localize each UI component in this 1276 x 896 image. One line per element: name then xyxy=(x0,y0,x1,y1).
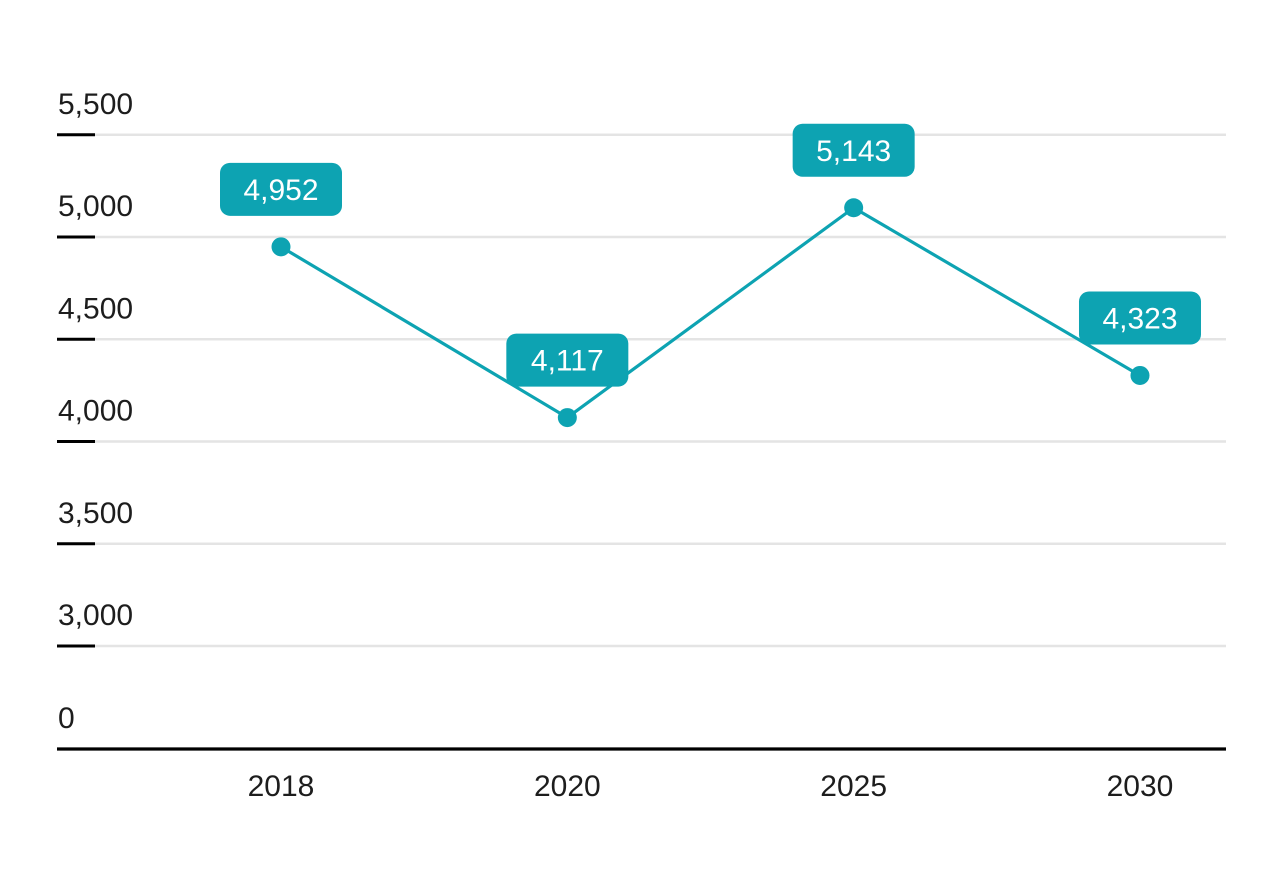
data-point-marker xyxy=(1130,365,1150,385)
data-label-box xyxy=(792,123,915,177)
data-label-value: 5,143 xyxy=(816,135,891,168)
data-label-box xyxy=(220,162,342,216)
y-tick-label: 3,000 xyxy=(58,599,133,632)
y-tick-label: 4,000 xyxy=(58,395,133,428)
data-label-value: 4,117 xyxy=(531,345,604,378)
data-point-marker xyxy=(844,198,864,218)
y-tick-label: 0 xyxy=(58,702,75,735)
series-line xyxy=(280,205,1141,420)
y-tick-label: 5,000 xyxy=(58,190,133,223)
y-tick-label: 4,500 xyxy=(58,292,133,325)
data-point-marker xyxy=(557,408,577,428)
y-tick-label: 3,500 xyxy=(58,497,133,530)
data-point-marker xyxy=(271,237,291,257)
data-label-box xyxy=(1078,291,1201,345)
data-label-box xyxy=(506,333,629,387)
y-tick-label: 5,500 xyxy=(58,88,133,121)
data-label-value: 4,323 xyxy=(1102,302,1177,335)
x-tick-label: 2018 xyxy=(248,770,315,803)
x-tick-label: 2030 xyxy=(1107,770,1174,803)
data-label-value: 4,952 xyxy=(243,174,318,207)
x-tick-label: 2025 xyxy=(820,770,887,803)
x-tick-label: 2020 xyxy=(534,770,601,803)
